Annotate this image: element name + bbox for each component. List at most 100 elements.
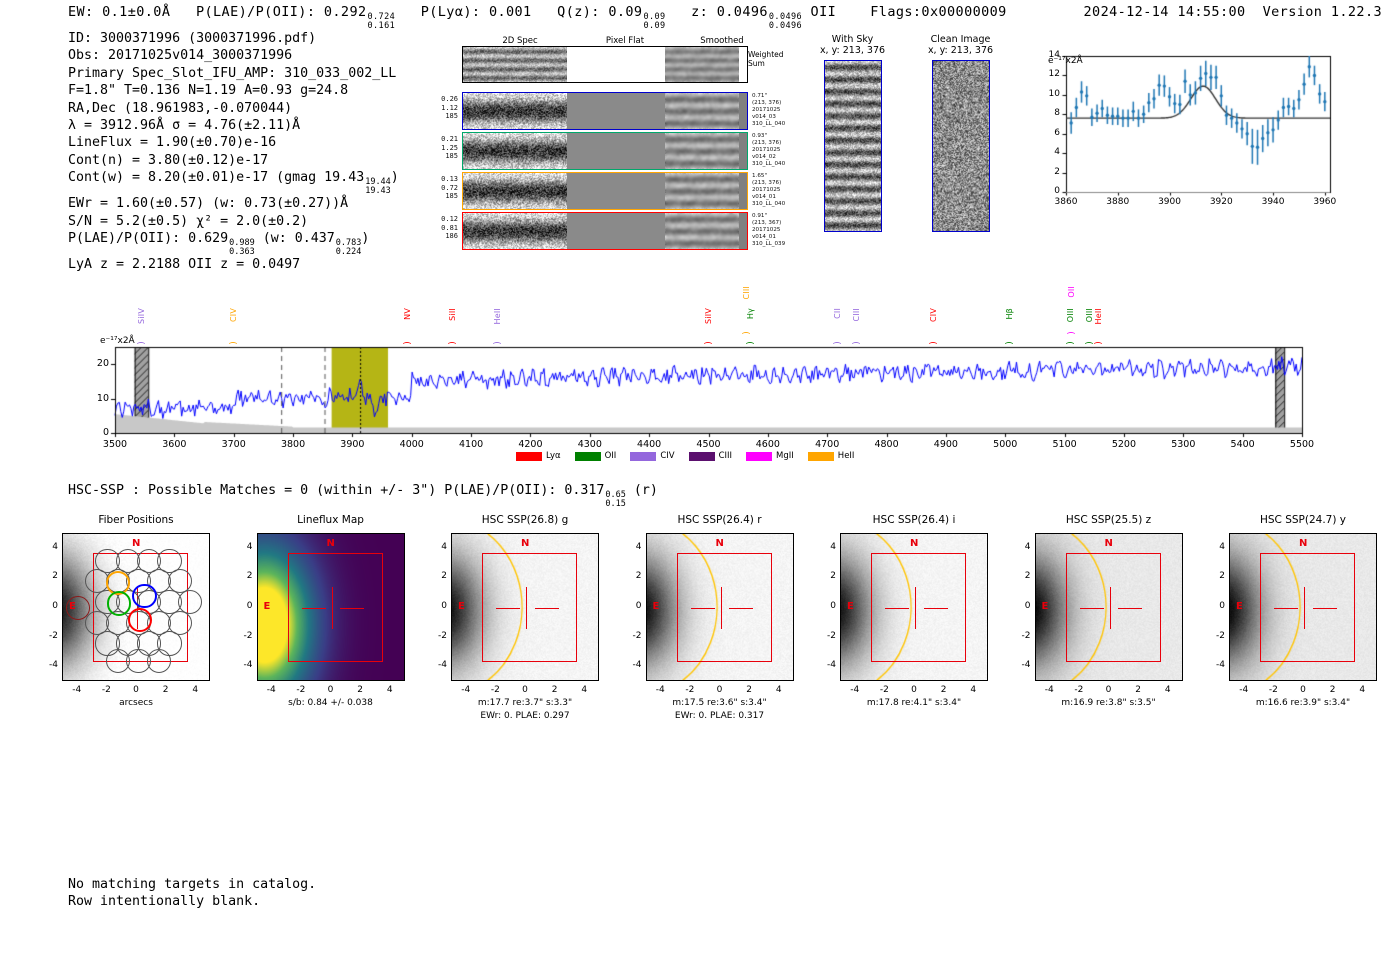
spec2d-right-val: 1.65" <box>752 173 768 179</box>
profile-ytick: 2 <box>1054 166 1060 177</box>
spec2d-col-title-1: Pixel Flat <box>605 36 645 46</box>
spectrum-line-label: Hβ <box>1004 308 1014 320</box>
fiber-circle-highlighted <box>107 591 132 616</box>
cutout-title: HSC SSP(24.7) y <box>1259 514 1346 526</box>
cutout-ytick: -4 <box>49 660 58 671</box>
spec2d-right-val: 310_LL_040 <box>752 201 786 207</box>
spectrum-line-label: CIII <box>742 286 752 300</box>
qz-label: Q(z): <box>557 4 600 20</box>
spectrum-line-label: Hγ <box>746 308 756 320</box>
fiber-circle <box>157 548 182 573</box>
spec2d-col-title-2: Smoothed <box>700 36 744 46</box>
info-lambda: λ = 3912.96Å σ = 4.76(±2.11)Å <box>68 118 301 134</box>
full-spectrum-chart <box>95 285 1305 460</box>
plae-value: 0.292 <box>323 4 367 20</box>
spec2d-fiber-row <box>462 172 748 210</box>
north-marker: N <box>521 538 530 549</box>
cutout-ytick: -2 <box>1216 630 1225 641</box>
spec2d-row-right-labels: 1.65" (213, 376) 20171025 v014_01 310_LL_040 <box>752 173 822 208</box>
crosshair-horizontal <box>301 608 326 610</box>
cutout-ytick: 4 <box>635 541 642 552</box>
spectrum-annotation: e⁻¹⁷x2Å <box>100 336 135 346</box>
info-spec-slot: Primary Spec_Slot_IFU_AMP: 310_033_002_L… <box>68 65 397 81</box>
spectrum-ytick: 10 <box>96 392 109 404</box>
spectrum-line-label: NV <box>402 308 412 320</box>
spec2d-left-val: 0.26 <box>441 95 458 103</box>
fiber-circle <box>178 589 203 615</box>
cutout-ytick: 2 <box>635 571 642 582</box>
line-profile-chart <box>1032 46 1338 216</box>
crosshair-vertical <box>915 587 917 629</box>
fiber-circle <box>147 649 172 674</box>
cutout-ytick: -4 <box>438 660 447 671</box>
hsc-text-suffix: (r) <box>633 483 658 498</box>
plya-value: 0.001 <box>488 4 532 20</box>
cutout-ytick: 4 <box>52 541 58 552</box>
info-cont-w: Cont(w) = 8.20(±0.01)e-17 (gmag 19.43 19.… <box>68 169 399 195</box>
info-plae3-lo: 0.224 <box>335 246 362 257</box>
spectrum-xtick: 3900 <box>340 439 365 450</box>
cutout-xtick: 0 <box>911 685 917 695</box>
spec2d-right-val: v014_01 <box>752 234 776 240</box>
spec2d-right-val: 0.91" <box>752 213 768 219</box>
timestamp: 2024-12-14 14:55:00 <box>1083 4 1246 20</box>
cutout-caption: m:17.8 re:4.1" s:3.4" <box>866 698 962 708</box>
cutout-caption: m:17.5 re:3.6" s:3.4" <box>672 698 767 708</box>
crosshair-horizontal <box>1274 608 1299 610</box>
cutout-xtick: -4 <box>266 685 276 695</box>
east-marker: E <box>263 601 271 612</box>
cutout-xtick: 2 <box>1329 685 1336 695</box>
cutout-ytick: -2 <box>49 630 58 641</box>
spec2d-left-val: 1.12 <box>441 103 458 112</box>
spectrum-legend-item: CIII <box>688 451 732 461</box>
cutout-xtick: 0 <box>716 685 723 695</box>
spectrum-line-label: CII <box>832 308 842 319</box>
cutout-xtick: -4 <box>655 685 665 695</box>
legend-swatch <box>688 451 715 461</box>
spec2d-right-val: 310_LL_040 <box>752 121 786 127</box>
aperture-box <box>676 552 772 663</box>
crosshair-horizontal <box>923 608 948 610</box>
spec2d-row-left-labels: 0.12 0.81 186 <box>424 215 458 241</box>
north-marker: N <box>132 538 141 549</box>
cutout-xtick: 0 <box>522 685 528 695</box>
cutout-xtick: -2 <box>490 685 500 695</box>
spec2d-right-val: v014_03 <box>752 114 776 120</box>
spectrum-xtick: 5000 <box>993 439 1018 450</box>
crosshair-horizontal <box>496 608 521 610</box>
spec2d-row-right-labels: 0.91" (213, 367) 20171025 v014_01 310_LL_039 <box>752 213 822 248</box>
footer-line-1: No matching targets in catalog. <box>68 877 317 892</box>
weighted-sum-label: Weighted Sum <box>748 50 784 68</box>
aperture-box <box>1065 552 1161 663</box>
info-plae: P(LAE)/P(OII): 0.629 0.989 0.363 (w: 0.437… <box>68 230 399 256</box>
withsky-image <box>824 60 882 232</box>
cutout-ytick: 0 <box>1219 601 1225 611</box>
spec2d-right-val: 0.93" <box>752 133 768 139</box>
spec2d-fiber-row <box>462 212 748 250</box>
spectrum-legend: Lyα OII CIV CIII MgII HeII <box>516 451 868 461</box>
spectrum-line-label: SiIV <box>703 308 713 324</box>
north-marker: N <box>715 538 724 549</box>
cutout-xtick: -4 <box>1239 685 1249 695</box>
info-redshifts: LyA z = 2.2188 OII z = 0.0497 <box>68 257 301 273</box>
plae-hi: 0.724 <box>367 12 396 22</box>
profile-xtick: 3900 <box>1158 197 1181 207</box>
cutout-ytick: 4 <box>1219 541 1225 552</box>
cutout-title: HSC SSP(26.4) r <box>677 514 762 526</box>
legend-label: OII <box>604 451 617 461</box>
spectrum-xtick: 3800 <box>280 439 306 450</box>
cutout-ytick: 2 <box>1219 571 1225 582</box>
spec2d-row-right-labels: 0.71" (213, 376) 20171025 v014_03 310_LL_040 <box>752 93 822 128</box>
cutout-ytick: -2 <box>827 630 836 641</box>
cutout-title: HSC SSP(26.8) g <box>481 514 569 526</box>
spec2d-left-val: 1.25 <box>441 143 458 152</box>
cutout-xtick: 2 <box>940 685 947 695</box>
header-summary-line: EW: 0.1±0.0Å P(LAE)/P(OII): 0.292 0.724 0.… <box>68 4 1007 30</box>
